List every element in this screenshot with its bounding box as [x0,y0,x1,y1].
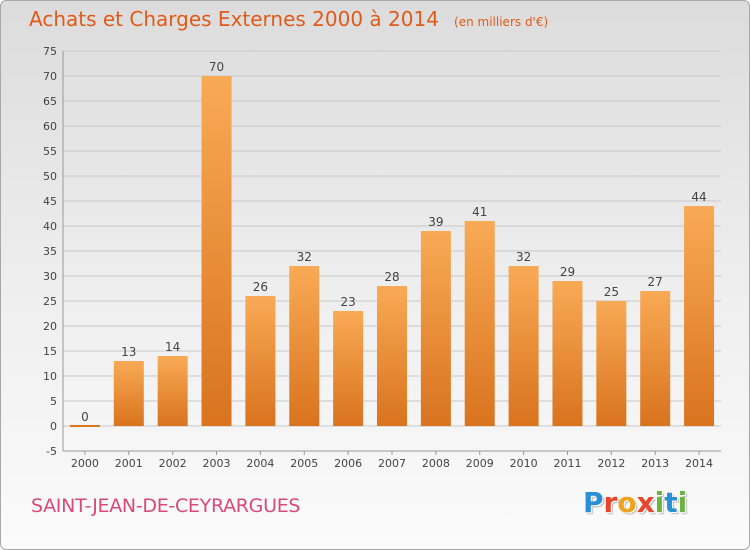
logo-letter: P [583,486,604,519]
logo-letter: i [677,486,688,519]
town-name: SAINT-JEAN-DE-CEYRARGUES [31,495,301,517]
value-label-2010: 32 [516,250,531,264]
bar-2003 [201,76,232,426]
y-tick-label: 20 [43,320,57,333]
x-tick-label: 2000 [71,457,99,470]
bar-2013 [640,291,671,426]
y-tick-label: 15 [43,345,57,358]
y-tick-label: 25 [43,295,57,308]
logo-letter: x [636,486,655,519]
bar-2006 [333,311,364,426]
proxiti-logo: Proxiti [583,486,687,519]
bar-2014 [684,206,715,426]
x-tick-label: 2012 [597,457,625,470]
value-label-2013: 27 [648,275,663,289]
logo-letter: i [654,486,665,519]
y-tick-label: 30 [43,270,57,283]
logo-letter: r [603,486,618,519]
x-tick-label: 2008 [422,457,450,470]
y-tick-label: 45 [43,195,57,208]
bar-2011 [552,281,583,426]
value-label-2005: 32 [297,250,312,264]
value-label-2006: 23 [340,295,355,309]
y-tick-label: 75 [43,45,57,58]
chart-unit-note: (en milliers d'€) [454,15,549,29]
value-label-2001: 13 [121,345,136,359]
value-label-2000: 0 [81,410,89,424]
logo-letter: o [617,486,637,519]
value-label-2012: 25 [604,285,619,299]
x-tick-label: 2004 [246,457,274,470]
bar-2008 [420,231,451,426]
bar-2002 [157,356,188,426]
y-tick-label: 55 [43,145,57,158]
y-tick-label: 10 [43,370,57,383]
x-tick-label: 2006 [334,457,362,470]
y-tick-label: 35 [43,245,57,258]
x-tick-label: 2001 [115,457,143,470]
y-tick-label: 60 [43,120,57,133]
value-label-2009: 41 [472,205,487,219]
value-label-2002: 14 [165,340,180,354]
y-tick-label: 50 [43,170,57,183]
bar-2009 [464,221,495,426]
y-tick-label: 5 [50,395,57,408]
value-label-2008: 39 [428,215,443,229]
y-tick-label: 0 [50,420,57,433]
value-label-2007: 28 [384,270,399,284]
logo-letter: t [664,486,678,519]
x-tick-label: 2002 [159,457,187,470]
chart-title-block: Achats et Charges Externes 2000 à 2014 (… [29,7,548,31]
x-tick-label: 2013 [641,457,669,470]
x-tick-label: 2014 [685,457,713,470]
y-tick-label: 40 [43,220,57,233]
bar-2010 [508,266,539,426]
value-label-2003: 70 [209,60,224,74]
y-tick-label: -5 [46,445,57,458]
value-label-2004: 26 [253,280,268,294]
bar-2007 [377,286,407,426]
x-tick-label: 2007 [378,457,406,470]
y-tick-label: 65 [43,95,57,108]
value-label-2014: 44 [691,190,706,204]
value-label-2011: 29 [560,265,575,279]
x-tick-label: 2005 [290,457,318,470]
chart-title: Achats et Charges Externes 2000 à 2014 [29,7,439,31]
x-tick-label: 2010 [510,457,538,470]
x-tick-label: 2011 [553,457,581,470]
bar-2001 [113,361,144,426]
bar-2005 [289,266,320,426]
bar-2004 [245,296,276,426]
x-tick-label: 2009 [466,457,494,470]
y-tick-label: 70 [43,70,57,83]
bar-2012 [596,301,627,426]
x-tick-label: 2003 [203,457,231,470]
